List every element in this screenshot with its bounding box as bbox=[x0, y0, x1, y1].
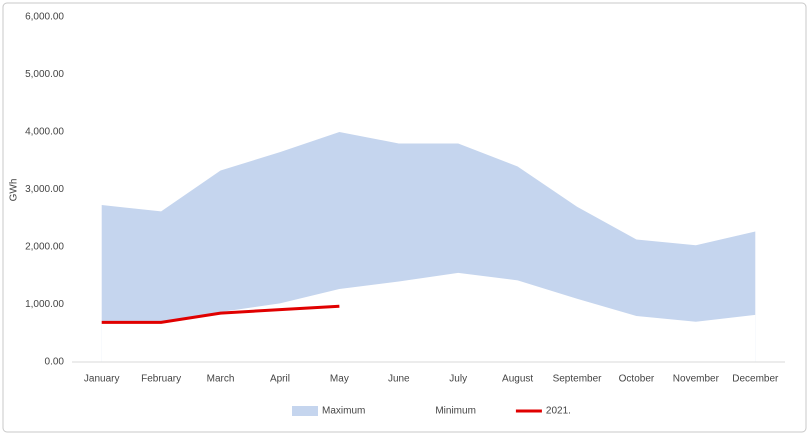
x-tick-label: February bbox=[141, 374, 181, 385]
x-tick-label: July bbox=[449, 374, 467, 385]
legend-label: 2021. bbox=[546, 406, 571, 417]
x-tick-label: August bbox=[502, 374, 533, 385]
x-tick-label: April bbox=[270, 374, 290, 385]
y-tick-label: 6,000.00 bbox=[25, 12, 64, 23]
x-tick-label: June bbox=[388, 374, 410, 385]
area bbox=[101, 272, 756, 362]
y-tick-label: 5,000.00 bbox=[25, 69, 64, 80]
x-tick-label: March bbox=[207, 374, 235, 385]
legend-label: Minimum bbox=[435, 406, 476, 417]
legend-swatch bbox=[292, 406, 318, 416]
y-tick-label: 4,000.00 bbox=[25, 127, 64, 138]
y-axis-label: GWh bbox=[9, 179, 20, 202]
legend-swatch bbox=[405, 406, 432, 416]
y-tick-label: 0.00 bbox=[45, 357, 65, 368]
line bbox=[101, 304, 340, 324]
x-tick-label: December bbox=[732, 374, 779, 385]
y-tick-label: 3,000.00 bbox=[25, 184, 64, 195]
legend-label: Maximum bbox=[322, 406, 365, 417]
x-tick-label: January bbox=[84, 374, 120, 385]
x-tick-label: September bbox=[553, 374, 603, 385]
y-tick-label: 1,000.00 bbox=[25, 299, 64, 310]
x-tick-label: May bbox=[330, 374, 349, 385]
y-tick-label: 2,000.00 bbox=[25, 242, 64, 253]
x-tick-label: October bbox=[619, 374, 655, 385]
x-tick-label: November bbox=[673, 374, 720, 385]
